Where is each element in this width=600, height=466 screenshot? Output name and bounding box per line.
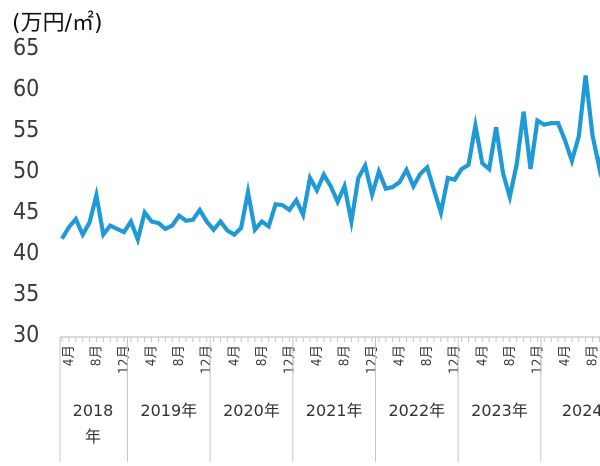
- x-axis: 4月 8月 12月 4月 8月 12月 4月 8月 12月 4月 8月 12月 4月 8月 12月 4月 8月 1…: [59, 336, 600, 462]
- x-month-label: 8月: [171, 345, 187, 366]
- y-tick-label: 65: [13, 35, 39, 61]
- x-month-label: 12月: [281, 345, 297, 374]
- y-axis-ticks: 65 60 55 50 45 40 35 30: [13, 35, 39, 348]
- y-unit-label: (万円/㎡): [12, 10, 103, 36]
- x-month-label: 12月: [199, 345, 215, 374]
- x-month-label: 4月: [226, 345, 242, 366]
- x-month-label: 4月: [557, 345, 573, 366]
- x-month-label: 8月: [336, 345, 352, 366]
- x-month-label: 8月: [502, 345, 518, 366]
- x-year-label: 2022年: [388, 401, 445, 420]
- y-tick-label: 60: [13, 76, 39, 102]
- x-year-label: 2023年: [471, 401, 528, 420]
- x-month-label: 4月: [474, 345, 490, 366]
- x-year-label: 年: [85, 427, 101, 446]
- y-tick-label: 55: [13, 117, 39, 143]
- y-tick-label: 30: [13, 322, 39, 348]
- series-line: [60, 75, 600, 247]
- series-layer: [60, 75, 600, 247]
- y-tick-label: 40: [13, 240, 39, 266]
- y-tick-label: 45: [13, 199, 39, 225]
- x-month-label: 8月: [585, 345, 600, 366]
- x-month-label: 4月: [61, 345, 77, 366]
- x-year-label: 2024: [562, 401, 600, 420]
- x-month-label: 12月: [364, 345, 380, 374]
- x-month-label: 12月: [529, 345, 545, 374]
- x-month-label: 8月: [419, 345, 435, 366]
- x-year-label: 2021年: [306, 401, 363, 420]
- x-month-label: 8月: [88, 345, 104, 366]
- x-month-label: 4月: [392, 345, 408, 366]
- y-tick-label: 50: [13, 158, 39, 184]
- x-month-label: 4月: [309, 345, 325, 366]
- y-tick-label: 35: [13, 281, 39, 307]
- x-month-label: 12月: [447, 345, 463, 374]
- x-year-label: 2018: [73, 401, 114, 420]
- x-year-label: 2020年: [223, 401, 280, 420]
- x-month-label: 4月: [144, 345, 160, 366]
- x-month-label: 8月: [254, 345, 270, 366]
- x-month-label: 12月: [116, 345, 132, 374]
- x-year-label: 2019年: [140, 401, 197, 420]
